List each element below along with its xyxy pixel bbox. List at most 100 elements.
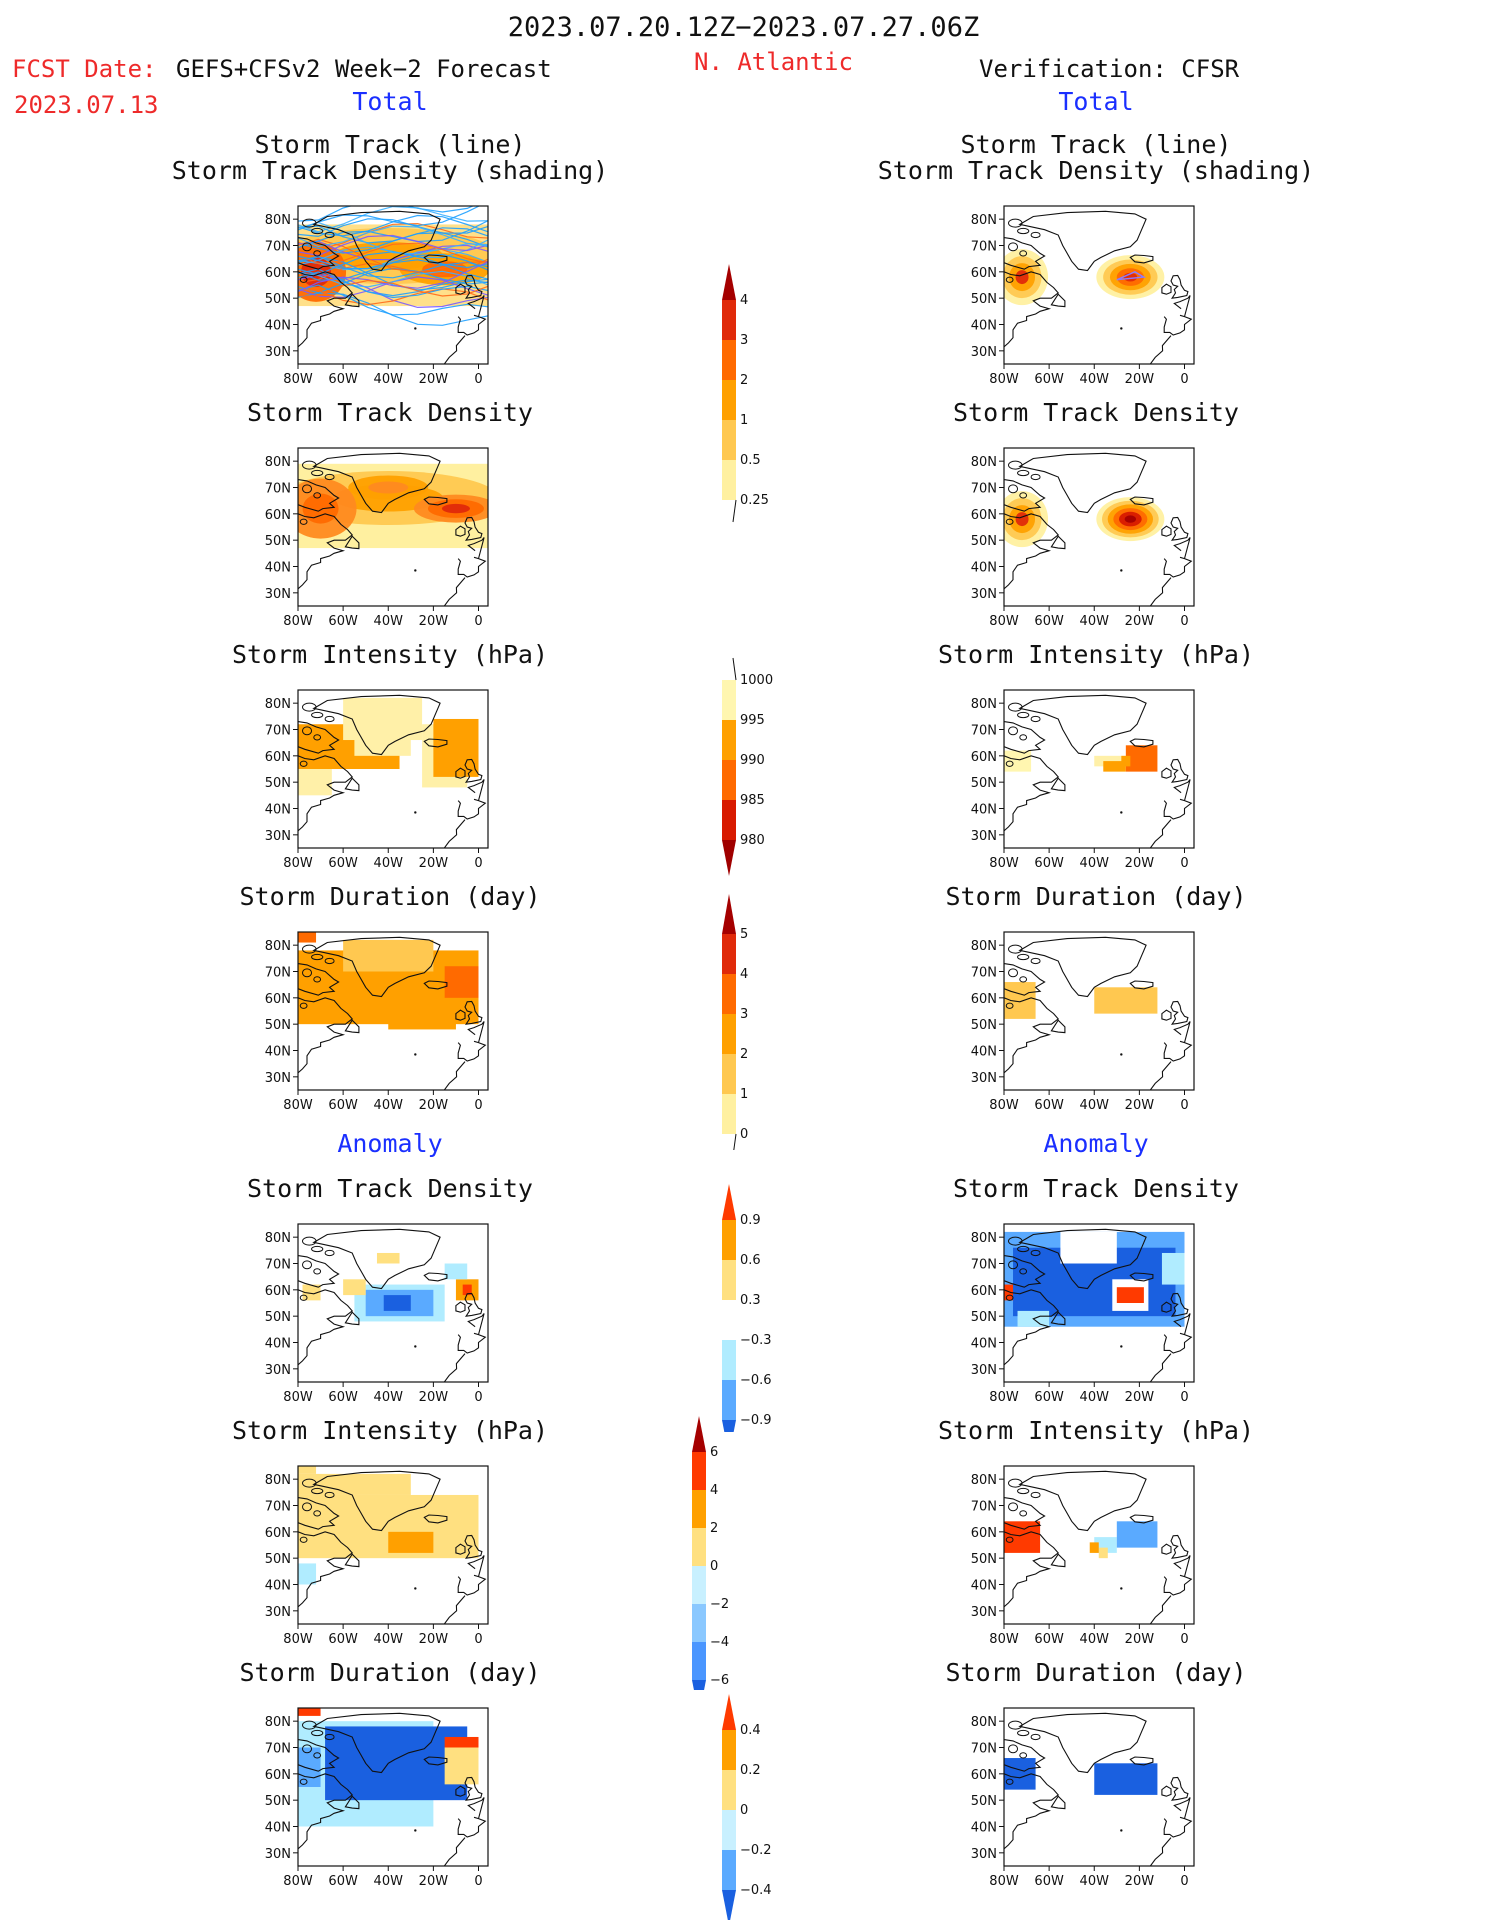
colorbar-swatch bbox=[722, 1260, 736, 1300]
coastline bbox=[489, 1266, 500, 1292]
anomaly-cell bbox=[298, 1708, 321, 1716]
lat-tick-label: 40N bbox=[265, 803, 291, 818]
coastline bbox=[455, 1543, 466, 1555]
lon-tick-label: 20W bbox=[1125, 1098, 1155, 1113]
lat-tick-label: 80N bbox=[971, 455, 997, 470]
coastline bbox=[1017, 1245, 1030, 1253]
coastline bbox=[1173, 295, 1191, 317]
colorbar-label: 2 bbox=[740, 373, 748, 388]
coastline bbox=[313, 1268, 322, 1275]
lat-tick-label: 60N bbox=[971, 750, 997, 765]
lon-tick-label: 80W bbox=[989, 1098, 1019, 1113]
coastline bbox=[302, 1478, 317, 1488]
lat-tick-label: 60N bbox=[971, 992, 997, 1007]
coastline bbox=[302, 1720, 317, 1730]
lon-tick-label: 60W bbox=[328, 372, 358, 387]
coastline bbox=[1008, 1502, 1019, 1512]
section-anomaly-left: Anomaly bbox=[337, 1129, 443, 1158]
colorbar-tail bbox=[733, 1133, 737, 1150]
coastline bbox=[1017, 227, 1030, 235]
colorbar-arrow bbox=[722, 1694, 736, 1730]
coastline bbox=[423, 254, 448, 264]
lat-tick-label: 80N bbox=[971, 213, 997, 228]
coastline bbox=[1129, 980, 1154, 990]
coastline bbox=[311, 953, 324, 961]
colorbar-swatch bbox=[722, 974, 736, 1014]
lat-tick-label: 70N bbox=[971, 240, 997, 255]
coastline bbox=[464, 274, 483, 299]
lon-tick-label: 60W bbox=[1034, 1098, 1064, 1113]
lat-tick-label: 30N bbox=[265, 587, 291, 602]
lat-tick-label: 80N bbox=[971, 697, 997, 712]
coastline bbox=[1163, 1816, 1193, 1838]
coastline bbox=[1170, 1292, 1189, 1317]
colorbar-duration: 5 4 3 2 1 0 bbox=[722, 894, 748, 1150]
coastline bbox=[1008, 968, 1019, 978]
coastline bbox=[455, 767, 466, 779]
lon-tick-label: 0 bbox=[1180, 1632, 1188, 1647]
verification-anomaly-duration-map: 80N 70N 60N 50N 40N 30N 80W 60W 40W 20W 0 bbox=[971, 1707, 1195, 1889]
colorbar-swatch bbox=[722, 420, 736, 460]
coastline bbox=[1195, 1508, 1206, 1534]
coastline bbox=[1008, 484, 1019, 494]
anomaly-cell bbox=[444, 1263, 468, 1280]
map-frame bbox=[1003, 931, 1195, 1091]
title-anom-duration-left: Storm Duration (day) bbox=[239, 1658, 541, 1687]
lat-tick-label: 30N bbox=[971, 1605, 997, 1620]
coastline bbox=[298, 1289, 353, 1366]
map-frame bbox=[1003, 447, 1195, 607]
lon-tick-label: 0 bbox=[474, 1874, 482, 1889]
lat-tick-label: 60N bbox=[265, 1768, 291, 1783]
colorbar-label: 5 bbox=[740, 927, 748, 942]
coastline bbox=[312, 694, 441, 756]
coastline bbox=[344, 777, 360, 792]
coastline bbox=[1004, 1255, 1046, 1288]
colorbar-label: 980 bbox=[740, 833, 765, 848]
coastline bbox=[1017, 1487, 1030, 1495]
shading-layer bbox=[298, 694, 487, 848]
anomaly-cell bbox=[1161, 1252, 1185, 1285]
lon-tick-label: 40W bbox=[1080, 1874, 1110, 1889]
coastline bbox=[302, 702, 317, 712]
colorbar-swatch bbox=[692, 1490, 706, 1528]
azores-dot bbox=[414, 569, 417, 572]
lat-tick-label: 60N bbox=[265, 1284, 291, 1299]
map-frame bbox=[1003, 1465, 1195, 1625]
coastline bbox=[298, 1497, 340, 1530]
lon-tick-label: 40W bbox=[1080, 1632, 1110, 1647]
anomaly-cell bbox=[1094, 1763, 1158, 1795]
anomaly-cell bbox=[298, 1794, 312, 1816]
coastline bbox=[464, 516, 483, 541]
coastline bbox=[1149, 335, 1172, 364]
coastline bbox=[1050, 1019, 1066, 1034]
fcst-date-prefix: FCST Date: bbox=[12, 55, 157, 83]
coastline bbox=[467, 1555, 485, 1577]
coastline bbox=[313, 976, 322, 983]
coastline bbox=[344, 1019, 360, 1034]
azores-dot bbox=[414, 1587, 417, 1590]
coastline bbox=[443, 577, 466, 606]
coastline bbox=[1008, 1478, 1023, 1488]
coastline bbox=[1149, 1353, 1172, 1382]
storm-track-line bbox=[298, 206, 481, 231]
verification-total-track-map: 80N 70N 60N 50N 40N 30N 80W 60W 40W 20W 0 bbox=[971, 205, 1195, 387]
fcst-model: GEFS+CFSv2 Week−2 Forecast bbox=[176, 55, 552, 83]
storm-track-line bbox=[298, 234, 488, 257]
anomaly-cell bbox=[1089, 1542, 1099, 1553]
coastline bbox=[1030, 715, 1041, 723]
duration-cell bbox=[444, 966, 479, 998]
coastline bbox=[467, 1021, 485, 1043]
density-blob bbox=[1124, 515, 1137, 523]
coastline bbox=[457, 1574, 487, 1596]
coastline bbox=[1149, 819, 1172, 848]
coastline bbox=[324, 1733, 335, 1741]
lon-tick-label: 0 bbox=[474, 372, 482, 387]
lat-tick-label: 70N bbox=[971, 724, 997, 739]
coastline bbox=[312, 452, 441, 514]
lon-tick-label: 20W bbox=[419, 1098, 449, 1113]
lat-tick-label: 70N bbox=[265, 240, 291, 255]
coastline bbox=[1149, 1061, 1172, 1090]
colorbar-arrow bbox=[722, 840, 736, 876]
colorbar-label: −0.9 bbox=[740, 1413, 772, 1428]
colorbar-label: −0.3 bbox=[740, 1333, 772, 1348]
